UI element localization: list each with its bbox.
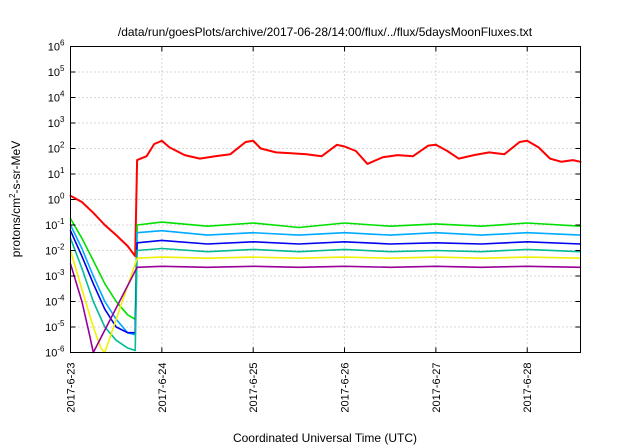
y-tick-label: 10-2 [45, 243, 65, 258]
y-tick-exponent: -6 [57, 345, 65, 354]
y-tick-label: 106 [48, 39, 65, 54]
y-tick-exponent: 0 [60, 192, 65, 201]
series-line [69, 217, 582, 321]
y-tick-base: 10 [48, 118, 60, 130]
series-line [69, 249, 582, 354]
y-tick-base: 10 [48, 42, 60, 54]
y-tick-base: 10 [48, 195, 60, 207]
y-tick-base: 10 [48, 169, 60, 181]
x-tick-label: 2017-6-25 [248, 363, 260, 413]
y-tick-base: 10 [45, 348, 57, 360]
series-line [69, 229, 582, 334]
y-tick-base: 10 [45, 271, 57, 283]
x-tick-label: 2017-6-23 [66, 363, 78, 413]
y-tick-exponent: 2 [60, 141, 65, 150]
series-line [69, 237, 582, 352]
y-tick-label: 10-1 [45, 217, 65, 232]
series-line [69, 263, 582, 354]
y-tick-base: 10 [48, 93, 60, 105]
y-tick-label: 10-5 [45, 319, 65, 334]
x-tick-label: 2017-6-27 [431, 363, 443, 413]
x-tick-label: 2017-6-28 [522, 363, 534, 413]
y-tick-exponent: -2 [57, 243, 65, 252]
y-tick-label: 102 [48, 141, 65, 156]
x-ticks: 2017-6-23 2017-6-24 2017-6-25 2017-6-26 2017… [66, 46, 534, 413]
y-axis-label-exponent: 2 [8, 193, 17, 198]
y-tick-label: 100 [48, 192, 65, 207]
y-tick-label: 104 [48, 90, 65, 105]
y-tick-exponent: 5 [60, 64, 65, 73]
x-tick-label: 2017-6-26 [340, 363, 352, 413]
y-tick-exponent: 3 [60, 115, 65, 124]
y-tick-exponent: -3 [57, 268, 65, 277]
y-tick-base: 10 [48, 144, 60, 156]
y-tick-exponent: -1 [57, 217, 65, 226]
series-line [69, 224, 582, 336]
y-tick-label: 103 [48, 115, 65, 130]
y-axis-label-unit: protons/cm [9, 198, 23, 257]
y-tick-exponent: -4 [57, 294, 65, 303]
x-axis-label: Coordinated Universal Time (UTC) [233, 431, 417, 445]
y-tick-base: 10 [45, 220, 57, 232]
y-axis-label: protons/cm2-s-sr-MeV [8, 141, 23, 257]
x-tick-label: 2017-6-24 [157, 363, 169, 413]
y-axis-label-rest: -s-sr-MeV [9, 141, 23, 194]
y-tick-label: 105 [48, 64, 65, 79]
y-tick-label: 10-3 [45, 268, 65, 283]
y-tick-exponent: -5 [57, 319, 65, 328]
y-tick-exponent: 1 [60, 166, 65, 175]
y-tick-base: 10 [45, 297, 57, 309]
y-tick-exponent: 6 [60, 39, 65, 48]
series-group [69, 139, 582, 354]
series-line [69, 139, 582, 258]
y-tick-label: 10-4 [45, 294, 65, 309]
y-tick-label: 10-6 [45, 345, 65, 360]
grid-lines [70, 46, 581, 353]
y-tick-base: 10 [48, 67, 60, 79]
y-tick-exponent: 4 [60, 90, 65, 99]
y-tick-base: 10 [45, 322, 57, 334]
y-tick-base: 10 [45, 246, 57, 258]
chart-title: /data/run/goesPlots/archive/2017-06-28/1… [118, 25, 533, 39]
y-tick-label: 101 [48, 166, 65, 181]
plot-frame [70, 46, 581, 353]
